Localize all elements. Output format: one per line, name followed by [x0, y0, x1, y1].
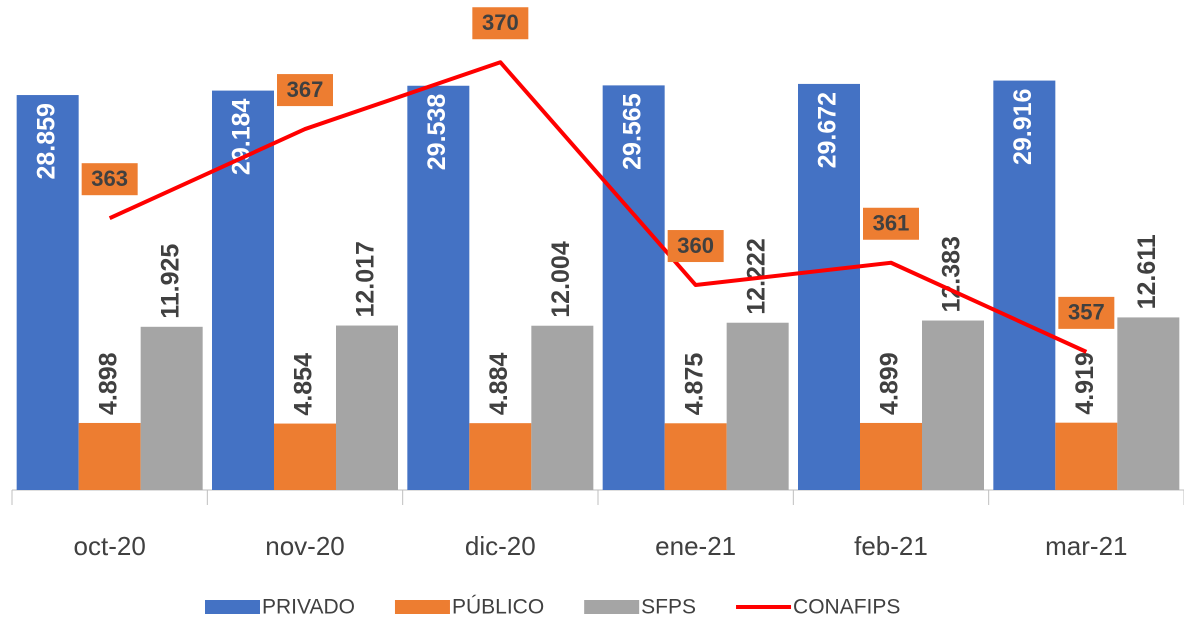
- data-label: 28.859: [32, 103, 60, 179]
- x-tick-label: feb-21: [854, 531, 928, 561]
- data-label-box: [667, 230, 724, 263]
- bar: [726, 322, 789, 490]
- data-label: 29.916: [1009, 89, 1037, 165]
- bar: [140, 326, 203, 490]
- legend-label: SFPS: [641, 596, 696, 619]
- legend-swatch: [584, 600, 640, 614]
- data-label: 4.854: [290, 353, 318, 416]
- bar: [798, 83, 860, 491]
- data-label: 12.611: [1133, 234, 1161, 309]
- data-label: 370: [482, 10, 519, 35]
- bar: [78, 422, 141, 490]
- bar: [407, 85, 470, 490]
- data-label: 4.884: [485, 353, 513, 416]
- legend-label: PÚBLICO: [452, 596, 544, 619]
- bar: [1055, 422, 1118, 490]
- data-label: 4.919: [1071, 352, 1099, 415]
- legend-swatch: [205, 600, 260, 614]
- data-label: 4.898: [94, 352, 122, 415]
- data-label: 363: [91, 166, 128, 191]
- bar: [1117, 317, 1180, 490]
- bar: [922, 320, 984, 490]
- bar: [274, 423, 336, 490]
- legend-label: PRIVADO: [262, 596, 355, 619]
- bar: [602, 85, 665, 490]
- data-label: 29.672: [814, 92, 842, 168]
- data-label: 4.875: [680, 353, 708, 416]
- bar: [469, 423, 532, 490]
- data-label-box: [277, 74, 333, 107]
- x-tick-label: oct-20: [74, 531, 146, 561]
- data-label: 367: [287, 77, 324, 102]
- data-label: 12.004: [547, 241, 575, 318]
- data-label: 12.017: [352, 241, 380, 317]
- line: [108, 60, 1088, 354]
- data-label: 29.565: [618, 93, 646, 170]
- legend-label: CONAFIPS: [793, 596, 900, 619]
- bar: [860, 422, 922, 490]
- x-tick-label: dic-20: [465, 531, 536, 561]
- data-label: 29.538: [423, 94, 451, 171]
- data-label-box: [863, 207, 919, 240]
- data-label: 12.383: [938, 236, 966, 312]
- bar: [664, 423, 727, 490]
- data-label: 357: [1068, 300, 1105, 325]
- bar: [16, 95, 79, 490]
- bar: [336, 325, 398, 490]
- data-label-box: [472, 7, 529, 40]
- data-label: 361: [873, 211, 910, 236]
- bar: [531, 325, 594, 490]
- data-label: 360: [677, 233, 714, 258]
- bar: [993, 80, 1056, 490]
- x-tick-label: nov-20: [265, 531, 345, 561]
- data-label: 4.899: [876, 352, 904, 415]
- data-label-box: [81, 163, 138, 196]
- data-label: 11.925: [156, 244, 184, 319]
- x-tick-label: mar-21: [1045, 531, 1127, 561]
- data-label-box: [1058, 296, 1115, 329]
- legend-swatch: [394, 600, 450, 614]
- x-tick-label: ene-21: [655, 531, 736, 561]
